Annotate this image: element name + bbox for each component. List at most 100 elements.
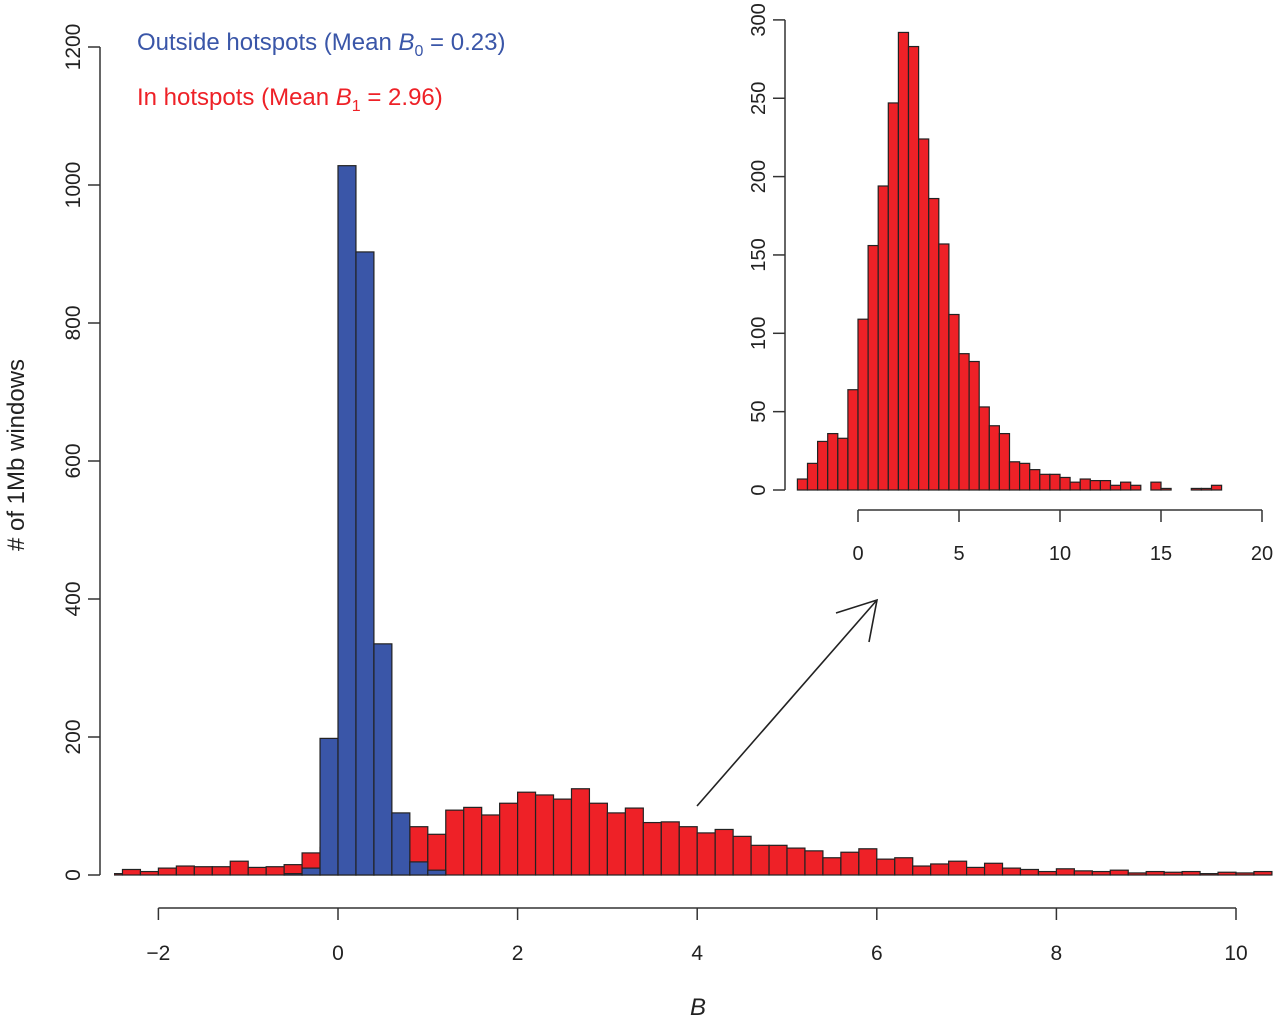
zoom-arrow-icon <box>696 598 879 807</box>
inset-bar-series0-14 <box>938 243 950 491</box>
main-bar-series1-6 <box>391 812 411 876</box>
main-bar-series0-32 <box>678 826 698 876</box>
main-bar-series1-2 <box>319 737 339 876</box>
main-bar-series0-7 <box>229 860 249 876</box>
main-bar-series0-39 <box>804 850 824 876</box>
inset-bar-series0-12 <box>917 138 930 491</box>
legend: Outside hotspots (Mean B0 = 0.23) In hot… <box>137 29 505 115</box>
main-bar-series0-41 <box>840 851 860 876</box>
inset-bar-series0-35 <box>1150 481 1162 491</box>
inset-bar-series0-2 <box>816 440 829 491</box>
main-bar-series0-1 <box>121 868 142 876</box>
x-tick-label: 8 <box>1051 942 1063 965</box>
main-bar-series0-26 <box>570 788 591 876</box>
inset-bar-series0-16 <box>958 353 970 491</box>
inset-bar-series0-0 <box>796 478 809 491</box>
inset-x-tick-label: 0 <box>852 543 863 565</box>
main-bar-series0-54 <box>1073 870 1093 876</box>
main-bar-series0-23 <box>516 791 537 876</box>
inset-x-tick-label: 10 <box>1049 543 1071 565</box>
main-bar-series0-34 <box>714 828 734 876</box>
inset-bar-series0-26 <box>1059 476 1071 491</box>
inset-bar-series0-9 <box>887 102 899 491</box>
main-bar-series1-5 <box>373 643 393 876</box>
main-bar-series0-28 <box>606 812 626 876</box>
main-bar-series0-50 <box>1001 867 1022 876</box>
main-bar-series0-38 <box>786 847 806 876</box>
y-tick-label: 1200 <box>62 24 85 71</box>
main-bar-series0-45 <box>912 865 932 876</box>
main-bar-series0-56 <box>1109 869 1129 876</box>
inset-bar-series0-4 <box>837 437 849 491</box>
main-bar-series0-40 <box>822 857 842 876</box>
main-bar-series0-29 <box>624 807 644 876</box>
main-bar-series0-24 <box>534 794 555 876</box>
x-tick-label: 4 <box>691 942 703 965</box>
main-bar-series0-5 <box>193 866 213 876</box>
main-bar-series0-35 <box>732 835 752 876</box>
inset-x-tick-label: 15 <box>1150 543 1172 565</box>
inset-bar-series0-33 <box>1130 484 1142 491</box>
main-bar-series1-4 <box>355 251 375 876</box>
main-bar-series0-48 <box>965 866 986 876</box>
x-tick-label: 10 <box>1224 942 1247 965</box>
inset-bar-series0-20 <box>998 432 1011 491</box>
main-bar-series0-19 <box>445 809 465 876</box>
main-bar-series0-4 <box>175 865 195 876</box>
inset-bar-series0-11 <box>907 45 920 491</box>
main-bar-series0-20 <box>463 806 483 876</box>
inset-bar-series0-1 <box>806 462 819 491</box>
main-bar-series0-62 <box>1217 871 1237 876</box>
inset-y-tick-label: 150 <box>748 238 770 271</box>
legend-outside-hotspots: Outside hotspots (Mean B0 = 0.23) <box>137 29 505 60</box>
y-tick-label: 600 <box>62 443 85 478</box>
inset-bar-series0-5 <box>847 389 859 491</box>
x-tick-label: 0 <box>332 942 344 965</box>
main-bar-series0-51 <box>1019 868 1040 876</box>
main-bar-series0-27 <box>588 802 609 876</box>
main-bar-series0-0 <box>114 873 124 876</box>
main-bar-series0-3 <box>157 867 177 876</box>
inset-bar-series0-27 <box>1069 481 1081 491</box>
main-bar-series0-2 <box>139 870 160 876</box>
inset-bar-series0-28 <box>1079 478 1091 491</box>
main-bar-series0-64 <box>1253 870 1273 876</box>
y-tick-label: 800 <box>62 305 85 340</box>
inset-bar-series0-7 <box>867 244 879 491</box>
inset-x-tick-label: 20 <box>1251 543 1273 565</box>
inset-bar-series0-10 <box>897 31 910 491</box>
inset-bar-series0-25 <box>1049 473 1061 491</box>
main-bar-series0-36 <box>750 844 770 876</box>
main-bar-series0-49 <box>983 862 1004 876</box>
x-tick-label: 2 <box>512 942 524 965</box>
inset-bar-series0-23 <box>1029 469 1041 491</box>
inset-x-tick-label: 5 <box>953 543 964 565</box>
main-bar-series0-47 <box>948 860 968 876</box>
x-tick-label: 6 <box>871 942 883 965</box>
main-bar-series0-18 <box>427 833 447 876</box>
inset-bar-series0-19 <box>988 425 1000 491</box>
inset-histogram-bars <box>796 31 1223 491</box>
inset-bar-series0-31 <box>1109 484 1122 491</box>
main-bar-series0-31 <box>660 821 680 876</box>
inset-y-tick-label: 100 <box>748 317 770 350</box>
inset-bar-series0-24 <box>1039 473 1051 491</box>
main-bar-series0-58 <box>1145 870 1165 876</box>
main-bar-series0-37 <box>768 844 788 876</box>
main-bar-series0-30 <box>642 821 662 876</box>
inset-bar-series0-39 <box>1190 487 1203 491</box>
main-bar-series0-52 <box>1037 870 1057 876</box>
inset-bar-series0-18 <box>978 406 990 491</box>
inset-y-tick-label: 50 <box>748 401 770 423</box>
inset-bar-series0-15 <box>948 313 960 491</box>
inset-bar-series0-17 <box>968 360 980 491</box>
main-bar-series0-55 <box>1091 870 1111 876</box>
main-bar-series0-21 <box>481 814 501 876</box>
main-bar-series0-43 <box>876 858 896 876</box>
inset-bar-series0-40 <box>1200 487 1213 491</box>
inset-bar-series0-32 <box>1119 481 1132 491</box>
inset-bar-series0-41 <box>1210 484 1223 491</box>
inset-bar-series0-29 <box>1089 479 1102 491</box>
